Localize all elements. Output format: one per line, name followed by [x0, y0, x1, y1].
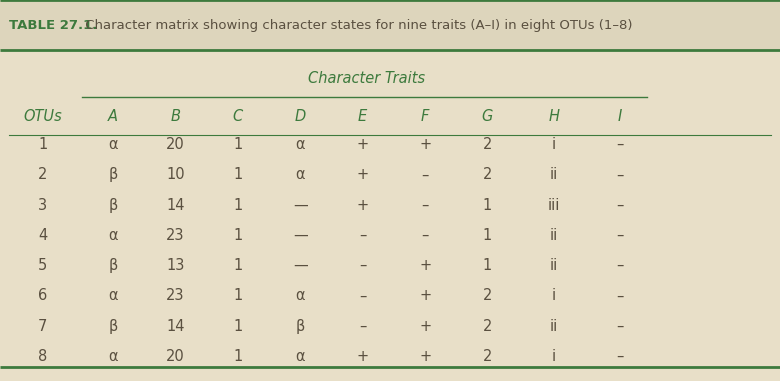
Bar [0, 50, 780, 381]
Text: +: + [419, 319, 431, 333]
Text: +: + [356, 349, 369, 364]
Text: iii: iii [548, 198, 560, 213]
Text: 2: 2 [483, 349, 492, 364]
Text: +: + [419, 349, 431, 364]
Text: 1: 1 [483, 198, 492, 213]
Text: 10: 10 [166, 168, 185, 182]
Text: —: — [293, 228, 307, 243]
Text: β: β [108, 258, 118, 273]
Text: α: α [108, 137, 118, 152]
Text: –: – [616, 288, 624, 303]
Text: α: α [296, 349, 305, 364]
Text: α: α [108, 349, 118, 364]
Text: Character matrix showing character states for nine traits (A–I) in eight OTUs (1: Character matrix showing character state… [81, 19, 633, 32]
Text: –: – [359, 228, 367, 243]
Text: –: – [359, 288, 367, 303]
Text: i: i [551, 137, 556, 152]
Text: 1: 1 [233, 319, 243, 333]
Bar [0, 0, 780, 50]
Text: 5: 5 [38, 258, 48, 273]
Text: A: A [108, 109, 118, 124]
Text: ii: ii [550, 258, 558, 273]
Text: β: β [296, 319, 305, 333]
Text: –: – [421, 168, 429, 182]
Text: 2: 2 [38, 168, 48, 182]
Text: ii: ii [550, 168, 558, 182]
Text: 1: 1 [38, 137, 48, 152]
Text: β: β [108, 168, 118, 182]
Text: E: E [358, 109, 367, 124]
Text: 1: 1 [483, 258, 492, 273]
Text: β: β [108, 198, 118, 213]
Text: –: – [616, 258, 624, 273]
Text: 1: 1 [233, 349, 243, 364]
Text: α: α [108, 228, 118, 243]
Text: –: – [421, 228, 429, 243]
Text: 1: 1 [233, 198, 243, 213]
Text: 4: 4 [38, 228, 48, 243]
Text: –: – [421, 198, 429, 213]
Text: 20: 20 [166, 137, 185, 152]
Text: OTUs: OTUs [23, 109, 62, 124]
Text: –: – [616, 198, 624, 213]
Text: 1: 1 [233, 228, 243, 243]
Text: α: α [296, 137, 305, 152]
Text: α: α [108, 288, 118, 303]
Text: 23: 23 [166, 228, 185, 243]
Text: –: – [616, 349, 624, 364]
Text: F: F [421, 109, 429, 124]
Text: α: α [296, 168, 305, 182]
Text: —: — [293, 258, 307, 273]
Text: –: – [616, 137, 624, 152]
Text: 1: 1 [233, 258, 243, 273]
Text: ii: ii [550, 228, 558, 243]
Text: 2: 2 [483, 168, 492, 182]
Text: 14: 14 [166, 319, 185, 333]
Text: +: + [419, 258, 431, 273]
Text: Character Traits: Character Traits [308, 70, 425, 86]
Text: 23: 23 [166, 288, 185, 303]
Text: ii: ii [550, 319, 558, 333]
Text: H: H [548, 109, 559, 124]
Text: 20: 20 [166, 349, 185, 364]
Text: TABLE 27.1.: TABLE 27.1. [9, 19, 98, 32]
Text: –: – [616, 319, 624, 333]
Text: C: C [232, 109, 243, 124]
Text: +: + [356, 137, 369, 152]
Text: 2: 2 [483, 288, 492, 303]
Text: i: i [551, 288, 556, 303]
Text: i: i [551, 349, 556, 364]
Text: 6: 6 [38, 288, 48, 303]
Text: 2: 2 [483, 137, 492, 152]
Text: 8: 8 [38, 349, 48, 364]
Text: β: β [108, 319, 118, 333]
Text: I: I [618, 109, 622, 124]
Text: 2: 2 [483, 319, 492, 333]
Text: –: – [359, 258, 367, 273]
Text: 14: 14 [166, 198, 185, 213]
Text: G: G [482, 109, 493, 124]
Text: +: + [356, 168, 369, 182]
Text: –: – [616, 168, 624, 182]
Text: —: — [293, 198, 307, 213]
Text: +: + [356, 198, 369, 213]
Text: 7: 7 [38, 319, 48, 333]
Text: α: α [296, 288, 305, 303]
Text: +: + [419, 288, 431, 303]
Text: 1: 1 [233, 288, 243, 303]
Text: 1: 1 [233, 168, 243, 182]
Text: 1: 1 [483, 228, 492, 243]
Text: B: B [171, 109, 180, 124]
Text: +: + [419, 137, 431, 152]
Text: –: – [359, 319, 367, 333]
Text: –: – [616, 228, 624, 243]
Text: D: D [295, 109, 306, 124]
Text: 13: 13 [166, 258, 185, 273]
Text: 1: 1 [233, 137, 243, 152]
Text: 3: 3 [38, 198, 48, 213]
